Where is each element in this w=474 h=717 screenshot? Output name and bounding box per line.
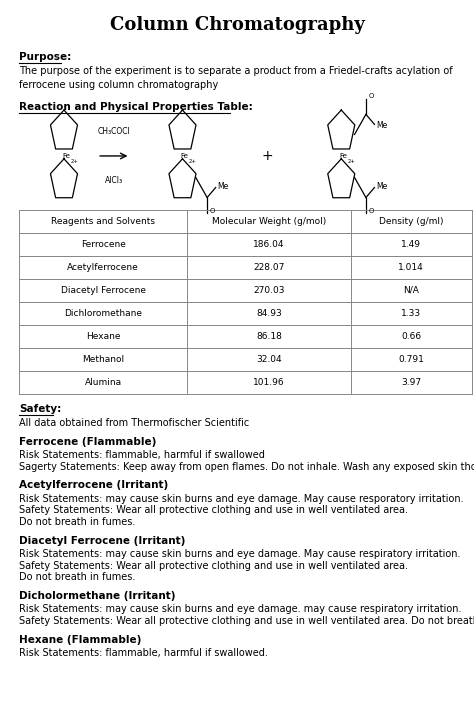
Text: Column Chromatography: Column Chromatography bbox=[109, 16, 365, 34]
Text: Reagents and Solvents: Reagents and Solvents bbox=[51, 217, 155, 226]
Text: Do not breath in fumes.: Do not breath in fumes. bbox=[19, 572, 136, 582]
Text: 0.66: 0.66 bbox=[401, 332, 421, 341]
Text: 1.33: 1.33 bbox=[401, 309, 421, 318]
Text: Hexane: Hexane bbox=[86, 332, 120, 341]
Text: 270.03: 270.03 bbox=[253, 286, 285, 295]
Text: Ferrocene (Flammable): Ferrocene (Flammable) bbox=[19, 437, 156, 447]
Text: Safety Statements: Wear all protective clothing and use in well ventilated area.: Safety Statements: Wear all protective c… bbox=[19, 616, 474, 626]
Text: Fe: Fe bbox=[339, 153, 347, 159]
Text: Me: Me bbox=[376, 121, 387, 130]
Text: 2+: 2+ bbox=[189, 159, 197, 164]
Text: 86.18: 86.18 bbox=[256, 332, 282, 341]
Text: Fe: Fe bbox=[62, 153, 70, 159]
Text: +: + bbox=[262, 149, 273, 163]
Text: 32.04: 32.04 bbox=[256, 355, 282, 364]
Text: 1.014: 1.014 bbox=[398, 263, 424, 272]
Text: The purpose of the experiment is to separate a product from a Friedel-crafts acy: The purpose of the experiment is to sepa… bbox=[19, 66, 453, 90]
Text: Fe: Fe bbox=[181, 153, 188, 159]
Text: 3.97: 3.97 bbox=[401, 378, 421, 386]
Text: O: O bbox=[210, 208, 215, 214]
Text: All data obtained from Thermofischer Scientific: All data obtained from Thermofischer Sci… bbox=[19, 418, 249, 428]
Text: Acetylferrocene: Acetylferrocene bbox=[67, 263, 139, 272]
Text: Risk Statements: may cause skin burns and eye damage. May cause respiratory irri: Risk Statements: may cause skin burns an… bbox=[19, 549, 460, 559]
Text: O: O bbox=[368, 208, 374, 214]
Text: Hexane (Flammable): Hexane (Flammable) bbox=[19, 635, 141, 645]
Text: Diacetyl Ferrocene (Irritant): Diacetyl Ferrocene (Irritant) bbox=[19, 536, 185, 546]
Text: Alumina: Alumina bbox=[84, 378, 122, 386]
Text: Do not breath in fumes.: Do not breath in fumes. bbox=[19, 517, 136, 527]
Text: 2+: 2+ bbox=[71, 159, 78, 164]
Text: Dichloromethane: Dichloromethane bbox=[64, 309, 142, 318]
Text: 101.96: 101.96 bbox=[253, 378, 285, 386]
Text: Sagerty Statements: Keep away from open flames. Do not inhale. Wash any exposed : Sagerty Statements: Keep away from open … bbox=[19, 462, 474, 472]
Text: Me: Me bbox=[217, 181, 228, 191]
Text: AlCl₃: AlCl₃ bbox=[105, 176, 123, 185]
Text: 186.04: 186.04 bbox=[253, 240, 285, 249]
Text: CH₃COCl: CH₃COCl bbox=[97, 127, 130, 136]
Text: Risk Statements: flammable, harmful if swallowed: Risk Statements: flammable, harmful if s… bbox=[19, 450, 265, 460]
Text: Safety Statements: Wear all protective clothing and use in well ventilated area.: Safety Statements: Wear all protective c… bbox=[19, 561, 408, 571]
Text: 1.49: 1.49 bbox=[401, 240, 421, 249]
Text: N/A: N/A bbox=[403, 286, 419, 295]
Text: Risk Statements: may cause skin burns and eye damage. May cause resporatory irri: Risk Statements: may cause skin burns an… bbox=[19, 494, 464, 504]
Text: Acetylferrocene (Irritant): Acetylferrocene (Irritant) bbox=[19, 480, 168, 490]
Text: Dicholormethane (Irritant): Dicholormethane (Irritant) bbox=[19, 591, 175, 601]
Text: O: O bbox=[368, 92, 374, 99]
Text: Purpose:: Purpose: bbox=[19, 52, 71, 62]
Text: Density (g/ml): Density (g/ml) bbox=[379, 217, 444, 226]
Text: Risk Statements: flammable, harmful if swallowed.: Risk Statements: flammable, harmful if s… bbox=[19, 648, 268, 658]
Text: Diacetyl Ferrocene: Diacetyl Ferrocene bbox=[61, 286, 146, 295]
Text: 84.93: 84.93 bbox=[256, 309, 282, 318]
Text: 0.791: 0.791 bbox=[398, 355, 424, 364]
Text: Ferrocene: Ferrocene bbox=[81, 240, 126, 249]
Text: Methanol: Methanol bbox=[82, 355, 124, 364]
Text: Safety:: Safety: bbox=[19, 404, 61, 414]
Text: Me: Me bbox=[376, 181, 387, 191]
Text: 2+: 2+ bbox=[348, 159, 356, 164]
Text: Risk Statements: may cause skin burns and eye damage. may cause respiratory irri: Risk Statements: may cause skin burns an… bbox=[19, 604, 462, 614]
Text: Safety Statements: Wear all protective clothing and use in well ventilated area.: Safety Statements: Wear all protective c… bbox=[19, 505, 408, 516]
Text: 228.07: 228.07 bbox=[253, 263, 285, 272]
Text: Reaction and Physical Properties Table:: Reaction and Physical Properties Table: bbox=[19, 102, 253, 112]
Text: Molecular Weight (g/mol): Molecular Weight (g/mol) bbox=[212, 217, 326, 226]
